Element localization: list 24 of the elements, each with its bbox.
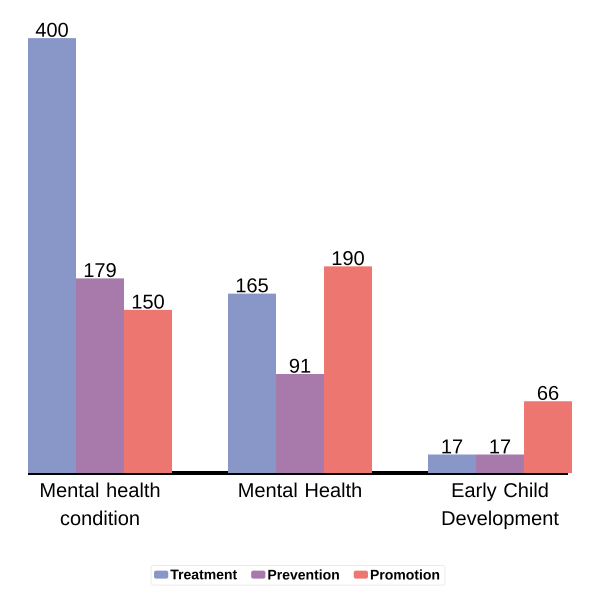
data-label: 400 bbox=[36, 22, 68, 37]
legend-label: Treatment bbox=[170, 570, 237, 580]
legend-label: Promotion bbox=[370, 569, 440, 580]
bar bbox=[276, 374, 324, 473]
data-label: 179 bbox=[84, 263, 116, 278]
data-label: 190 bbox=[332, 251, 364, 266]
data-label: 91 bbox=[290, 358, 310, 373]
data-label: 66 bbox=[538, 386, 558, 400]
bar bbox=[476, 454, 524, 473]
bar bbox=[76, 278, 124, 473]
data-label: 165 bbox=[236, 278, 268, 292]
x-tick-label: Early Child Development bbox=[442, 482, 559, 530]
data-label: 17 bbox=[490, 440, 510, 454]
bar bbox=[524, 401, 572, 473]
bar bbox=[228, 294, 276, 473]
x-tick-label: Mental Health bbox=[239, 482, 361, 498]
data-label: 150 bbox=[132, 294, 164, 309]
bar bbox=[124, 310, 172, 473]
bar bbox=[28, 38, 76, 473]
x-tick-label: Mental health condition bbox=[41, 482, 160, 526]
bar bbox=[428, 454, 476, 473]
bar bbox=[324, 266, 372, 473]
legend-label: Prevention bbox=[268, 569, 339, 580]
data-label: 17 bbox=[442, 440, 462, 454]
